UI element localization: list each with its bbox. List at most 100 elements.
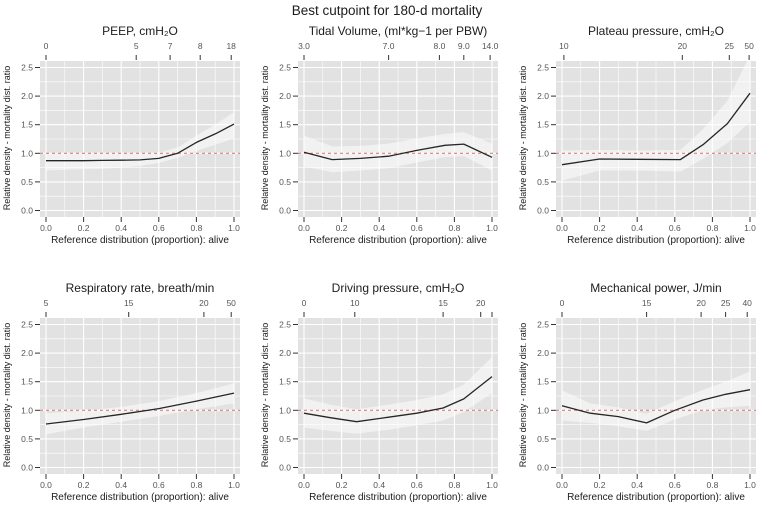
panel-mechanical-power: Mechanical power, J/min 0 15 20 25 40 0.0 0.5 1… <box>516 280 774 503</box>
svg-text:7.0: 7.0 <box>383 41 395 51</box>
svg-text:0.4: 0.4 <box>115 223 127 233</box>
svg-text:1.0: 1.0 <box>21 148 33 158</box>
svg-text:20: 20 <box>696 298 706 308</box>
svg-text:0.4: 0.4 <box>631 223 643 233</box>
svg-text:15: 15 <box>438 298 448 308</box>
panel-title: Tidal Volume, (ml*kg−1 per PBW) <box>308 24 488 38</box>
svg-text:15: 15 <box>642 298 652 308</box>
svg-text:14.0: 14.0 <box>482 41 499 51</box>
svg-text:0.0: 0.0 <box>40 480 52 490</box>
svg-text:0.8: 0.8 <box>190 223 202 233</box>
svg-text:0.2: 0.2 <box>336 223 348 233</box>
svg-text:0.0: 0.0 <box>21 206 33 216</box>
svg-text:0.8: 0.8 <box>448 480 460 490</box>
svg-text:50: 50 <box>744 41 754 51</box>
plot-canvas-respiratory-rate: 5 15 20 50 0.0 0.5 1.0 1.5 2.0 2.5 0.0 0.2 0.4 0.6 0.8… <box>21 298 240 490</box>
svg-text:0.4: 0.4 <box>115 480 127 490</box>
svg-text:20: 20 <box>476 298 486 308</box>
panel-row-bottom: Respiratory rate, breath/min 5 15 20 50 0.0 0… <box>0 280 774 503</box>
figure-title: Best cutpoint for 180-d mortality <box>291 3 483 18</box>
svg-text:2.5: 2.5 <box>21 320 33 330</box>
svg-text:1.5: 1.5 <box>279 377 291 387</box>
svg-text:0.0: 0.0 <box>279 206 291 216</box>
svg-text:2.5: 2.5 <box>21 63 33 73</box>
svg-text:0.0: 0.0 <box>40 223 52 233</box>
svg-text:2.5: 2.5 <box>537 320 549 330</box>
panel-row-top: PEEP, cmH₂O 0 5 7 8 18 0.0 0.5 1.0 1.5 2.0 2.5 0.0 0… <box>0 23 774 246</box>
svg-text:25: 25 <box>721 298 731 308</box>
svg-text:20: 20 <box>678 41 688 51</box>
x-axis-label: Reference distribution (proportion): ali… <box>309 492 487 503</box>
svg-text:1.0: 1.0 <box>537 148 549 158</box>
svg-text:2.0: 2.0 <box>21 91 33 101</box>
svg-text:1.5: 1.5 <box>21 377 33 387</box>
svg-text:8.0: 8.0 <box>433 41 445 51</box>
svg-text:0.0: 0.0 <box>537 463 549 473</box>
svg-text:0.6: 0.6 <box>153 480 165 490</box>
svg-text:1.0: 1.0 <box>21 405 33 415</box>
svg-text:1.0: 1.0 <box>537 405 549 415</box>
svg-text:2.5: 2.5 <box>279 63 291 73</box>
panel-plateau-pressure: Plateau pressure, cmH₂O 10 20 25 50 0.0 0.5 1.… <box>516 23 774 246</box>
svg-text:0.5: 0.5 <box>21 434 33 444</box>
plot-canvas-tidal-volume: 3.0 7.0 8.0 9.0 14.0 0.0 0.5 1.0 1.5 2.0 2.5 0.0 0.2… <box>279 41 499 233</box>
svg-text:0: 0 <box>44 41 49 51</box>
svg-text:1.0: 1.0 <box>486 223 498 233</box>
svg-text:2.0: 2.0 <box>279 348 291 358</box>
svg-text:0.0: 0.0 <box>537 206 549 216</box>
svg-text:0.4: 0.4 <box>373 223 385 233</box>
svg-text:2.5: 2.5 <box>279 320 291 330</box>
panel-title: PEEP, cmH₂O <box>102 24 178 38</box>
svg-text:10: 10 <box>350 298 360 308</box>
panel-title: Plateau pressure, cmH₂O <box>587 24 725 38</box>
panel-driving-pressure: Driving pressure, cmH₂O 0 10 15 20 0.0 0.5 1.0… <box>258 280 516 503</box>
plot-canvas-mechanical-power: 0 15 20 25 40 0.0 0.5 1.0 1.5 2.0 2.5 0.0 0.2 0.4 0.6 0… <box>537 298 756 490</box>
x-axis-label: Reference distribution (proportion): ali… <box>309 235 487 246</box>
svg-text:40: 40 <box>742 298 752 308</box>
svg-text:9.0: 9.0 <box>458 41 470 51</box>
svg-text:8: 8 <box>198 41 203 51</box>
svg-text:0.4: 0.4 <box>631 480 643 490</box>
svg-text:0.6: 0.6 <box>411 480 423 490</box>
panel-title: Mechanical power, J/min <box>590 281 722 295</box>
svg-text:0.5: 0.5 <box>537 177 549 187</box>
svg-text:2.0: 2.0 <box>537 348 549 358</box>
svg-text:0: 0 <box>560 298 565 308</box>
svg-text:0.2: 0.2 <box>594 480 606 490</box>
svg-text:0.4: 0.4 <box>373 480 385 490</box>
panel-title: Driving pressure, cmH₂O <box>331 281 465 295</box>
svg-text:1.5: 1.5 <box>279 120 291 130</box>
svg-text:0.6: 0.6 <box>153 223 165 233</box>
svg-text:0.8: 0.8 <box>190 480 202 490</box>
svg-text:0.0: 0.0 <box>298 480 310 490</box>
svg-text:0.6: 0.6 <box>411 223 423 233</box>
svg-text:20: 20 <box>199 298 209 308</box>
svg-text:1.5: 1.5 <box>21 120 33 130</box>
panel-peep: PEEP, cmH₂O 0 5 7 8 18 0.0 0.5 1.0 1.5 2.0 2.5 0.0 0… <box>0 23 258 246</box>
svg-text:0.8: 0.8 <box>706 223 718 233</box>
svg-text:1.0: 1.0 <box>486 480 498 490</box>
svg-text:15: 15 <box>124 298 134 308</box>
plot-canvas-driving-pressure: 0 10 15 20 0.0 0.5 1.0 1.5 2.0 2.5 0.0 0.2 0.4 0.6 0.8… <box>279 298 498 490</box>
svg-text:0.2: 0.2 <box>78 480 90 490</box>
svg-text:5: 5 <box>44 298 49 308</box>
svg-text:25: 25 <box>725 41 735 51</box>
svg-text:0.6: 0.6 <box>669 223 681 233</box>
svg-text:1.5: 1.5 <box>537 120 549 130</box>
x-axis-label: Reference distribution (proportion): ali… <box>51 235 229 246</box>
panel-title: Respiratory rate, breath/min <box>65 281 215 295</box>
svg-text:50: 50 <box>226 298 236 308</box>
svg-text:2.0: 2.0 <box>537 91 549 101</box>
svg-text:0.2: 0.2 <box>594 223 606 233</box>
svg-text:1.0: 1.0 <box>228 480 240 490</box>
svg-text:0.0: 0.0 <box>21 463 33 473</box>
plot-canvas-plateau-pressure: 10 20 25 50 0.0 0.5 1.0 1.5 2.0 2.5 0.0 0.2 0.4 0.6 0.… <box>537 41 756 233</box>
plot-canvas-peep: 0 5 7 8 18 0.0 0.5 1.0 1.5 2.0 2.5 0.0 0.2 0.4 0.6 0.8 1… <box>21 41 240 233</box>
svg-text:0.5: 0.5 <box>537 434 549 444</box>
svg-text:1.0: 1.0 <box>744 223 756 233</box>
x-axis-label: Reference distribution (proportion): ali… <box>51 492 229 503</box>
svg-text:0.5: 0.5 <box>21 177 33 187</box>
x-axis-label: Reference distribution (proportion): ali… <box>567 235 745 246</box>
svg-text:5: 5 <box>134 41 139 51</box>
svg-text:7: 7 <box>168 41 173 51</box>
